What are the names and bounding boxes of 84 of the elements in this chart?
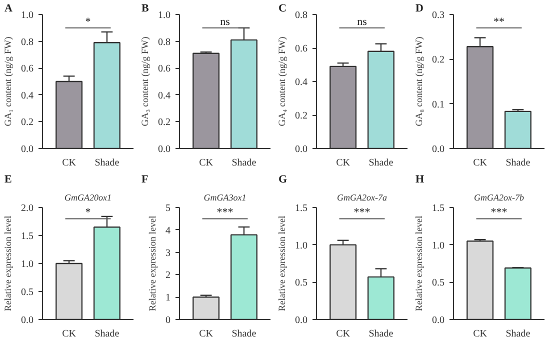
y-tick-label: 1.0: [432, 240, 444, 252]
y-tick-label: 0.6: [158, 64, 170, 75]
y-tick-label: 0.1: [432, 99, 444, 110]
x-tick-label: Shade: [232, 158, 257, 168]
text: C: [278, 2, 286, 14]
y-tick-label: 0.5: [295, 278, 308, 289]
text: G: [278, 174, 288, 186]
x-tick-label: CK: [473, 328, 488, 340]
text: H: [416, 174, 424, 186]
y-tick-label: 2: [166, 270, 170, 282]
y-tick-label: 0.8: [21, 36, 34, 48]
y-axis-title: Relative expression level: [415, 215, 425, 312]
x-tick-label: Shade: [232, 328, 257, 340]
x-tick-label: CK: [62, 158, 77, 168]
x-tick-label: Shade: [94, 158, 120, 168]
annotation: ns: [220, 16, 230, 28]
y-axis-title: Relative expression level: [4, 215, 14, 312]
annotation: ***: [354, 206, 370, 219]
y-tick-label: 1.5: [295, 203, 308, 214]
y-tick-label: 4: [166, 225, 170, 236]
y-tick-label: 0.0: [432, 144, 444, 155]
y-tick-label: 3: [166, 248, 170, 259]
y-tick-label: 1.0: [295, 240, 308, 252]
text: A: [4, 2, 12, 14]
y-tick-label: 0.0: [158, 144, 170, 155]
y-tick-label: 0.0: [295, 315, 308, 326]
y-tick-label: 0.6: [21, 64, 34, 75]
y-axis-title: Relative expression level: [148, 215, 158, 312]
y-tick-label: 0.4: [21, 90, 34, 102]
chart-title: GmGA20ox1: [64, 192, 112, 202]
y-tick-label: 0.2: [295, 110, 308, 122]
y-tick-label: 0.5: [432, 278, 444, 289]
y-tick-label: 0.3: [432, 10, 444, 21]
y-tick-label: 1.5: [21, 231, 34, 242]
x-tick-label: Shade: [506, 158, 531, 168]
y-tick-label: 0.2: [158, 117, 170, 128]
x-tick-label: CK: [473, 158, 488, 168]
y-axis-title: GA₄ content (ng/g FW): [278, 36, 288, 126]
x-tick-label: Shade: [368, 328, 394, 340]
y-tick-label: 1.0: [21, 10, 34, 21]
annotation: ns: [357, 16, 367, 28]
annotation: ***: [490, 206, 508, 219]
annotation: *: [85, 16, 91, 28]
x-tick-label: CK: [62, 328, 77, 340]
annotation: **: [494, 16, 504, 28]
y-axis-title: GA₃ content (ng/g FW): [141, 36, 151, 126]
y-tick-label: 5: [166, 203, 170, 214]
x-tick-label: CK: [199, 158, 214, 168]
text: D: [416, 2, 424, 14]
chart-title: GmGA2ox-7b: [474, 192, 524, 202]
y-tick-label: 0.0: [432, 315, 444, 326]
x-tick-label: CK: [336, 158, 351, 168]
x-tick-label: CK: [199, 328, 214, 340]
chart-title: GmGA3ox1: [204, 192, 246, 202]
y-tick-label: 0: [166, 315, 170, 326]
x-tick-label: Shade: [368, 158, 394, 168]
annotation: *: [85, 206, 91, 219]
y-tick-label: 0.0: [295, 144, 308, 155]
y-tick-label: 1.5: [432, 203, 444, 214]
y-tick-label: 2.0: [21, 203, 34, 214]
text: E: [4, 174, 12, 186]
annotation: ***: [216, 206, 234, 219]
y-tick-label: 0.2: [21, 117, 34, 128]
y-tick-label: 1.0: [21, 259, 34, 270]
y-axis-title: Relative expression level: [278, 215, 288, 312]
y-tick-label: 0.8: [158, 36, 170, 48]
chart-title: GmGA2ox-7a: [337, 192, 388, 202]
y-tick-label: 0.5: [21, 287, 34, 298]
x-tick-label: CK: [336, 328, 351, 340]
y-tick-label: 0.8: [295, 10, 308, 21]
y-tick-label: 0.6: [295, 44, 308, 54]
y-tick-label: 0.4: [295, 77, 308, 88]
x-tick-label: Shade: [506, 328, 531, 340]
text: F: [142, 174, 148, 186]
y-tick-label: 0.4: [158, 90, 170, 102]
x-tick-label: Shade: [94, 328, 120, 340]
y-tick-label: 1.0: [158, 10, 170, 21]
y-axis-title: GA₈ content (ng/g FW): [415, 36, 425, 126]
y-tick-label: 0.2: [432, 54, 444, 66]
y-tick-label: 0.0: [21, 315, 34, 326]
text: B: [142, 2, 150, 14]
y-tick-label: 1: [166, 292, 170, 304]
y-axis-title: GA₁ content (ng/g FW): [4, 36, 14, 126]
y-tick-label: 0.0: [21, 144, 34, 155]
